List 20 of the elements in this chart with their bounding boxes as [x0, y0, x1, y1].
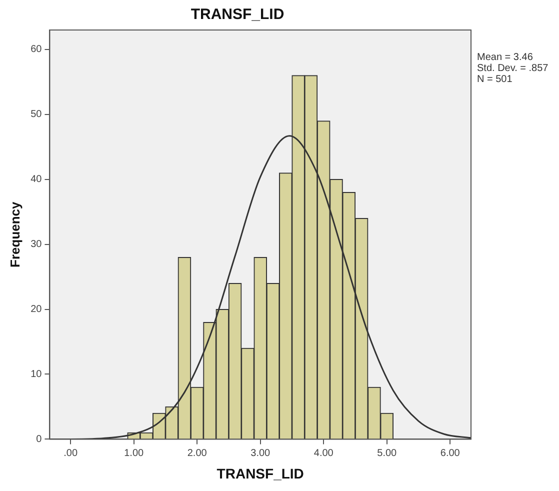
x-tick-label: 5.00 [377, 448, 398, 459]
x-tick-label: 4.00 [314, 448, 334, 459]
y-tick-label: 10 [30, 369, 42, 380]
x-tick-label: .00 [64, 448, 78, 459]
x-axis-title: TRANSF_LID [216, 465, 304, 482]
x-tick-label: 6.00 [440, 448, 460, 459]
x-tick-label: 1.00 [124, 448, 144, 459]
x-tick-label: 3.00 [250, 448, 271, 459]
y-tick-label: 20 [30, 304, 42, 316]
chart-title: TRANSF_LID [190, 6, 284, 24]
text: N = 501 [477, 74, 513, 85]
y-tick-label: 50 [30, 109, 42, 120]
y-tick-label: 30 [30, 239, 42, 250]
text: Std. Dev. = .857 [477, 62, 549, 74]
x-tick-label: 2.00 [187, 448, 208, 459]
y-tick-label: 0 [36, 434, 42, 445]
y-tick-label: 60 [30, 44, 42, 56]
text: Mean = 3.46 [477, 52, 534, 63]
y-axis-title: Frequency [7, 200, 22, 268]
y-tick-label: 40 [30, 174, 42, 186]
